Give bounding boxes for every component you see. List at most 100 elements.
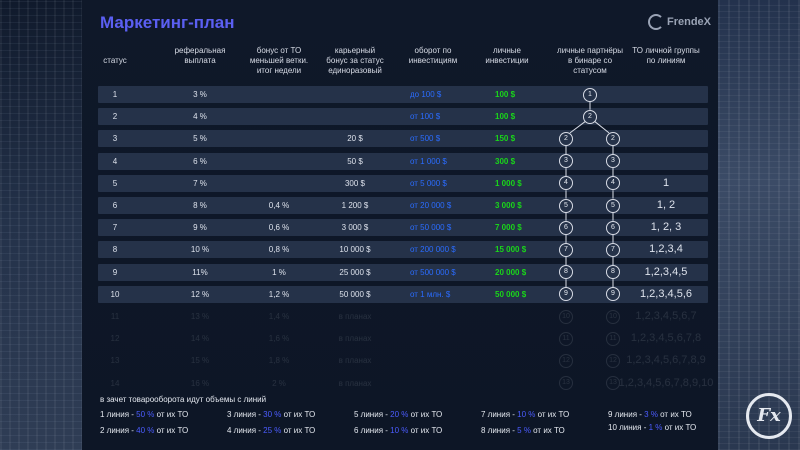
- planned-status-row: 13 15 % 1,8 % в планах 12 12 1,2,3,4,5,6,7,8,9: [98, 352, 708, 369]
- personal-investment: 100 $: [495, 112, 516, 122]
- footer-line-label: 2 линия -: [100, 426, 137, 435]
- binary-left-badge: 6: [559, 220, 573, 235]
- footer-line-percent: 1 %: [648, 423, 663, 432]
- career-bonus: 300 $: [344, 178, 366, 188]
- weekly-bonus: 0,8 %: [268, 245, 290, 255]
- career-bonus: 50 000 $: [339, 289, 371, 299]
- weekly-bonus: 1,2 %: [268, 289, 290, 299]
- footer-line-suffix: от их ТО: [662, 423, 697, 432]
- brand-name: FrendeX: [667, 16, 712, 28]
- binary-left-badge: 5: [559, 198, 573, 213]
- career-bonus: 1 200 $: [341, 201, 369, 210]
- footer-line-percent: 50 %: [136, 410, 155, 419]
- group-turnover-lines: 1,2,3,4: [649, 243, 683, 256]
- footer-heading: в зачет товарооборота идут объемы с лини…: [100, 395, 267, 404]
- footer-line-percent: 20 %: [390, 410, 409, 419]
- weekly-bonus: 1,8 %: [268, 356, 290, 366]
- weekly-bonus: 1,4 %: [268, 312, 290, 321]
- footer-line-label: 4 линия -: [227, 426, 264, 435]
- status-number: 6: [112, 201, 118, 210]
- referral-payout: 7 %: [193, 178, 207, 188]
- weekly-bonus: 0,6 %: [268, 223, 290, 233]
- background-city-left: [0, 0, 82, 450]
- investment-turnover: от 1 млн. $: [410, 289, 451, 299]
- footer-line-label: 3 линия -: [227, 410, 264, 419]
- status-row: 4 6 % 50 $ от 1 000 $ 300 $ 3 3: [98, 152, 708, 170]
- footer-line-suffix: от их ТО: [281, 426, 316, 435]
- group-turnover-lines: 1,2,3,4,5,6,7,8,9: [626, 354, 706, 367]
- footer-line-item: 8 линия - 5 % от их ТО: [481, 426, 565, 435]
- binary-right-badge: 3: [606, 154, 620, 169]
- planned-status-row: 11 13 % 1,4 % в планах 10 10 1,2,3,4,5,6,7: [98, 308, 708, 325]
- footer-line-item: 2 линия - 40 % от их ТО: [100, 426, 188, 435]
- binary-right-badge: 4: [606, 176, 620, 191]
- group-turnover-lines: 1, 2: [656, 199, 676, 211]
- binary-left-badge: 2: [559, 131, 573, 146]
- header-bonus: бонус от ТО меньшей ветки. итог недели: [249, 46, 309, 75]
- header-status: статус: [103, 56, 127, 65]
- binary-left-badge: 8: [559, 265, 573, 280]
- binary-right-badge: 13: [606, 376, 620, 391]
- footer-line-percent: 10 %: [517, 410, 536, 419]
- referral-payout: 11%: [192, 267, 208, 277]
- investment-turnover: от 20 000 $: [410, 201, 452, 210]
- personal-investment: 100 $: [495, 90, 516, 99]
- group-turnover-lines: 1,2,3,4,5,6: [640, 287, 692, 300]
- personal-investment: 15 000 $: [495, 245, 527, 255]
- weekly-bonus: 2 %: [272, 378, 286, 388]
- status-number: 2: [112, 112, 118, 122]
- footer-line-label: 7 линия -: [481, 410, 518, 419]
- referral-payout: 15 %: [190, 356, 210, 366]
- career-bonus: 20 $: [347, 134, 363, 144]
- career-bonus: 10 000 $: [339, 245, 371, 255]
- footer-line-percent: 5 %: [517, 426, 531, 435]
- footer-line-percent: 3 %: [644, 410, 658, 419]
- personal-investment: 3 000 $: [495, 201, 522, 210]
- footer-line-percent: 40 %: [136, 426, 155, 435]
- corner-logo-icon: Fx: [746, 393, 792, 439]
- binary-partner-badge: 2: [583, 109, 597, 124]
- status-row: 7 9 % 0,6 % 3 000 $ от 50 000 $ 7 000 $ 6 6 1, 2…: [98, 219, 708, 237]
- career-bonus: 50 $: [347, 156, 363, 166]
- planned-status-row: 12 14 % 1,6 % в планах 11 11 1,2,3,4,5,6,7,8: [98, 330, 708, 347]
- header-career: карьерный бонус за статус единоразовый: [326, 46, 384, 75]
- footer-line-suffix: от их ТО: [154, 410, 189, 419]
- binary-left-badge: 9: [559, 287, 573, 302]
- referral-payout: 6 %: [193, 156, 207, 166]
- footer-line-suffix: от их ТО: [535, 410, 570, 419]
- binary-right-badge: 5: [606, 198, 620, 213]
- referral-payout: 10 %: [190, 245, 210, 255]
- binary-right-badge: 11: [606, 331, 620, 346]
- status-number: 14: [110, 378, 120, 388]
- status-row: 5 7 % 300 $ от 5 000 $ 1 000 $ 4 4 1: [98, 174, 708, 192]
- footer-line-label: 8 линия -: [481, 426, 518, 435]
- footer-line-label: 9 линия -: [608, 410, 645, 419]
- binary-right-badge: 7: [606, 242, 620, 257]
- career-bonus: в планах: [338, 312, 372, 321]
- referral-payout: 16 %: [190, 378, 210, 388]
- header-turnover: оборот по инвестициям: [408, 46, 458, 65]
- footer-line-suffix: от их ТО: [154, 426, 189, 435]
- referral-payout: 13 %: [190, 312, 210, 321]
- career-bonus: в планах: [338, 356, 372, 366]
- personal-investment: 150 $: [495, 134, 516, 144]
- group-turnover-lines: 1,2,3,4,5,6,7: [635, 310, 697, 322]
- status-number: 11: [110, 312, 120, 321]
- investment-turnover: от 100 $: [410, 112, 441, 122]
- investment-turnover: от 50 000 $: [410, 223, 452, 233]
- footer-line-label: 6 линия -: [354, 426, 391, 435]
- binary-left-badge: 10: [559, 309, 573, 324]
- status-number: 7: [112, 223, 118, 233]
- header-referral: реферальная выплата: [174, 46, 226, 65]
- investment-turnover: от 1 000 $: [410, 156, 447, 166]
- status-row: 2 4 % от 100 $ 100 $ 2: [98, 108, 708, 126]
- footer-line-item: 7 линия - 10 % от их ТО: [481, 410, 569, 419]
- binary-right-badge: 8: [606, 265, 620, 280]
- referral-payout: 12 %: [190, 289, 210, 299]
- personal-investment: 20 000 $: [495, 267, 527, 277]
- career-bonus: в планах: [338, 378, 372, 388]
- personal-investment: 300 $: [495, 156, 516, 166]
- footer-line-item: 9 линия - 3 % от их ТО: [608, 410, 692, 419]
- career-bonus: 3 000 $: [341, 223, 369, 233]
- status-number: 12: [110, 334, 120, 344]
